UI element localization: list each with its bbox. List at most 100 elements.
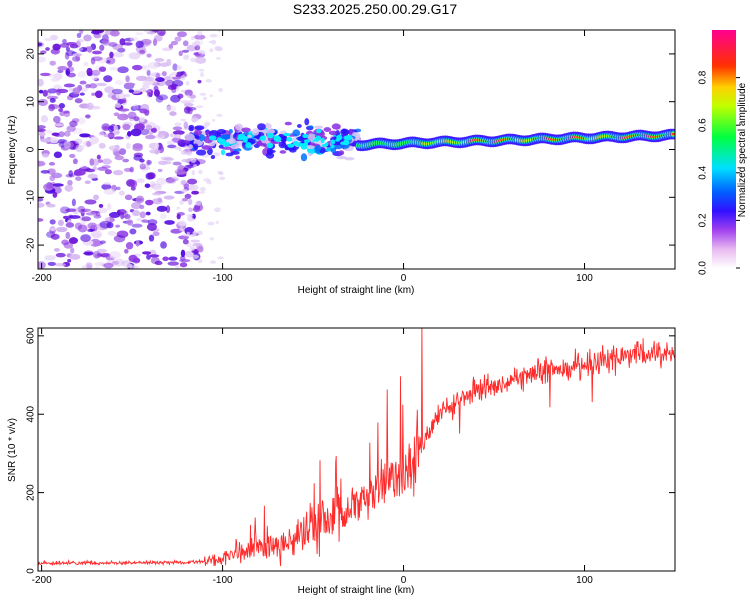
heatmap-cell: [208, 40, 215, 44]
heatmap-cell: [53, 115, 61, 124]
heatmap-cell: [128, 52, 141, 60]
heatmap-cell: [266, 132, 274, 139]
heatmap-cell: [59, 43, 70, 48]
heatmap-cell: [146, 53, 152, 58]
heatmap-cell: [214, 207, 221, 213]
heatmap-cell: [91, 72, 99, 81]
heatmap-cell: [72, 87, 81, 95]
heatmap-cell: [180, 255, 186, 262]
heatmap-cell: [172, 161, 182, 166]
heatmap-cell: [177, 221, 185, 226]
heatmap-cell: [66, 72, 76, 78]
heatmap-cell: [307, 133, 316, 141]
heatmap-cell: [242, 136, 249, 140]
heatmap-cell: [191, 170, 195, 176]
heatmap-cell: [65, 46, 71, 52]
heatmap-cell: [110, 30, 120, 37]
heatmap-cell: [180, 118, 186, 122]
heatmap-cell: [96, 252, 103, 257]
heatmap-cell: [174, 133, 182, 139]
heatmap-cell: [89, 83, 98, 89]
heatmap-cell: [133, 116, 140, 122]
top-y-tick-label: 10: [26, 96, 37, 108]
heatmap-cell: [111, 88, 123, 95]
heatmap-cell: [182, 238, 189, 245]
heatmap-cell: [200, 72, 205, 78]
heatmap-cell: [183, 183, 190, 189]
heatmap-cell: [50, 137, 59, 144]
heatmap-cell: [183, 102, 194, 107]
heatmap-cell: [76, 32, 82, 39]
heatmap-cell: [144, 183, 151, 188]
heatmap-cell: [273, 135, 281, 141]
heatmap-cell: [115, 92, 126, 99]
heatmap-cell: [178, 148, 182, 152]
colorbar-tick-label: 0.0: [698, 261, 709, 275]
heatmap-cell: [191, 42, 197, 47]
heatmap-cell: [348, 128, 353, 136]
heatmap-cell: [149, 149, 161, 154]
heatmap-cell: [135, 40, 144, 49]
heatmap-cell: [47, 261, 56, 266]
heatmap-cell: [85, 114, 91, 119]
heatmap-cell: [322, 143, 327, 148]
heatmap-cell: [187, 107, 193, 115]
heatmap-cell: [47, 168, 56, 175]
heatmap-cell: [168, 43, 174, 50]
heatmap-cell: [184, 133, 195, 141]
heatmap-cell: [103, 262, 114, 269]
heatmap-cell: [46, 95, 59, 100]
heatmap-cell: [85, 212, 98, 216]
heatmap-cell: [198, 68, 205, 72]
snr-series-line: [38, 328, 675, 567]
heatmap-cell: [128, 115, 135, 122]
heatmap-cell: [68, 237, 79, 245]
heatmap-cell: [95, 82, 107, 87]
heatmap-cell: [80, 164, 89, 169]
heatmap-cell: [217, 256, 225, 260]
heatmap-cell: [176, 31, 187, 38]
heatmap-cell: [186, 214, 194, 218]
heatmap-cell: [304, 145, 315, 150]
heatmap-cell: [103, 181, 112, 185]
heatmap-cell: [42, 153, 49, 158]
heatmap-cell: [172, 63, 178, 71]
heatmap-cell: [38, 78, 44, 87]
heatmap-cell: [176, 206, 180, 210]
heatmap-cell: [161, 47, 174, 52]
heatmap-cell: [65, 208, 77, 213]
heatmap-cell: [257, 123, 266, 131]
heatmap-cell: [122, 158, 130, 163]
heatmap-cell: [74, 222, 83, 230]
heatmap-cell: [157, 197, 163, 203]
heatmap-cell: [302, 133, 309, 139]
heatmap-cell: [151, 127, 158, 134]
heatmap-cell: [154, 34, 163, 42]
heatmap-cell: [120, 211, 125, 220]
heatmap-cell: [67, 179, 73, 186]
heatmap-cell: [53, 151, 63, 159]
heatmap-cell: [150, 256, 160, 265]
heatmap-cell: [220, 134, 231, 140]
heatmap-cell: [103, 188, 116, 195]
heatmap-cell: [147, 172, 156, 180]
heatmap-cell: [323, 127, 332, 132]
heatmap-cell: [94, 266, 100, 269]
colorbar-ticks: 0.0 0.2 0.4 0.6 0.8: [698, 70, 740, 275]
heatmap-cell: [193, 34, 206, 40]
heatmap-cell: [303, 142, 309, 147]
heatmap-cell: [133, 154, 143, 161]
heatmap-cell: [153, 89, 160, 97]
heatmap-cell: [197, 230, 203, 236]
heatmap-cell: [91, 92, 96, 96]
heatmap-cell: [163, 195, 175, 200]
colorbar-tick-label: 0.4: [698, 165, 709, 179]
heatmap-cell: [40, 169, 50, 174]
heatmap-cell: [176, 86, 180, 91]
heatmap-cell: [338, 150, 345, 156]
heatmap-cell: [162, 256, 169, 262]
heatmap-cell: [160, 241, 167, 249]
heatmap-cell: [209, 94, 213, 98]
heatmap-cell: [94, 90, 103, 99]
top-x-axis-label: Height of straight line (km): [298, 285, 415, 296]
